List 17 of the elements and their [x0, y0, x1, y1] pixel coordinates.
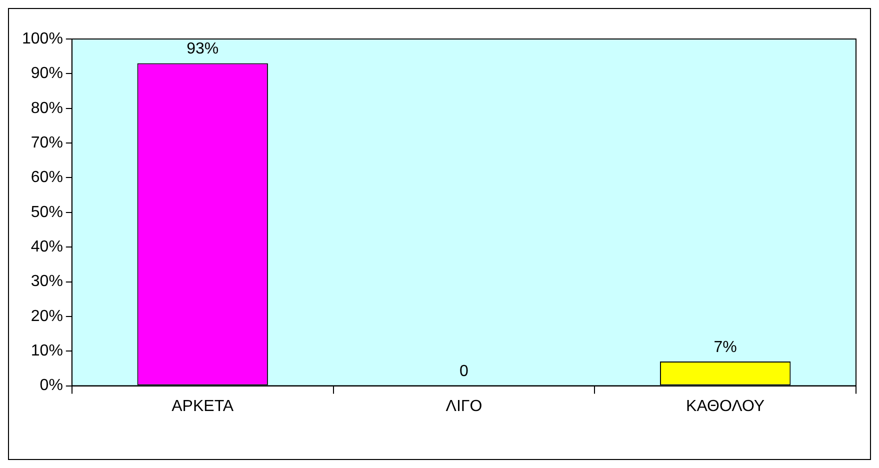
x-tick-label: ΛΙΓΟ: [446, 398, 482, 415]
y-tick-label: 30%: [30, 273, 63, 290]
data-label: 93%: [186, 40, 219, 58]
y-tick-label: 0%: [40, 377, 63, 394]
data-label: 7%: [714, 338, 737, 356]
y-tick-label: 80%: [30, 100, 63, 117]
y-tick-label: 20%: [30, 308, 63, 325]
y-tick-label: 10%: [30, 342, 63, 360]
y-tick-label: 40%: [30, 238, 63, 256]
y-tick-label: 100%: [22, 30, 63, 48]
y-tick-label: 50%: [30, 204, 63, 221]
data-label: 0: [460, 363, 469, 380]
y-tick-label: 90%: [30, 65, 63, 82]
x-tick-label: ΚΑΘΟΛΟΥ: [686, 398, 765, 415]
x-tick-label: ΑΡΚΕΤΑ: [172, 398, 234, 415]
y-tick-label: 60%: [30, 169, 63, 186]
y-tick-label: 70%: [30, 134, 63, 152]
